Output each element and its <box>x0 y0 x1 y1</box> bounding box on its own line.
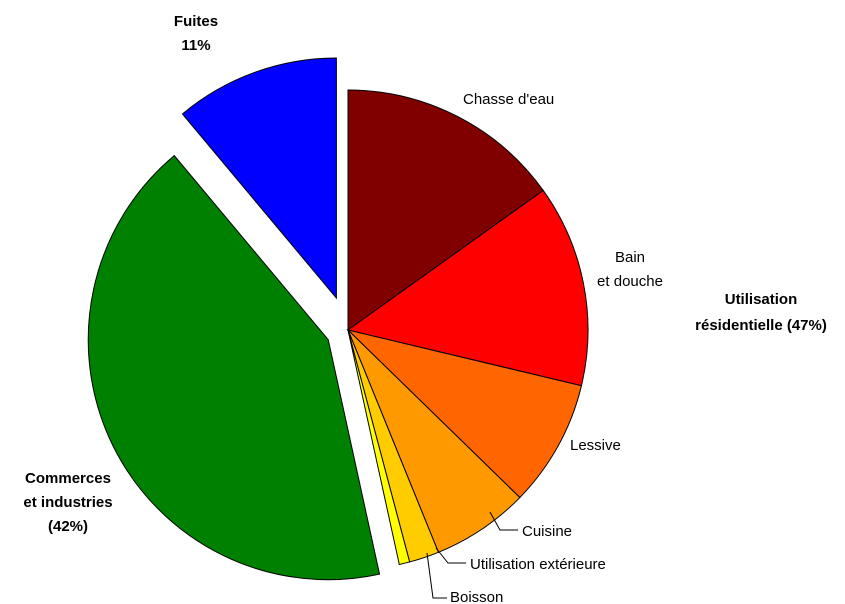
label-utilisation-exterieure: Utilisation extérieure <box>470 556 606 573</box>
label-fuites-line1: Fuites <box>174 13 218 30</box>
label-commerces-line1: Commerces <box>25 470 111 487</box>
pie-slice-fuites <box>181 57 337 300</box>
pie-slice-commerces-et-industries <box>87 154 381 581</box>
label-fuites-line2: 11% <box>181 37 210 54</box>
label-commerces-line3: (42%) <box>48 518 88 535</box>
label-chasse-deau: Chasse d'eau <box>463 91 554 108</box>
label-lessive: Lessive <box>570 437 621 454</box>
leader-line-exterieure <box>435 547 466 564</box>
pie-slices <box>87 57 589 581</box>
label-bain-line1: Bain <box>615 249 645 266</box>
pie-slice-boisson <box>347 329 411 566</box>
label-residentiel-line2: résidentielle (47%) <box>695 317 827 334</box>
pie-slice-lessive <box>346 329 583 499</box>
leader-line-boisson <box>426 552 447 599</box>
label-bain-line2: et douche <box>597 273 663 290</box>
leader-line-cuisine <box>489 511 518 531</box>
label-boisson: Boisson <box>450 589 503 604</box>
label-cuisine: Cuisine <box>522 523 572 540</box>
pie-slice-bain-et-douche <box>346 189 589 387</box>
label-residentiel-line1: Utilisation <box>725 291 798 308</box>
label-commerces-line2: et industries <box>23 494 112 511</box>
pie-slice-chasse-d-eau <box>347 89 544 331</box>
